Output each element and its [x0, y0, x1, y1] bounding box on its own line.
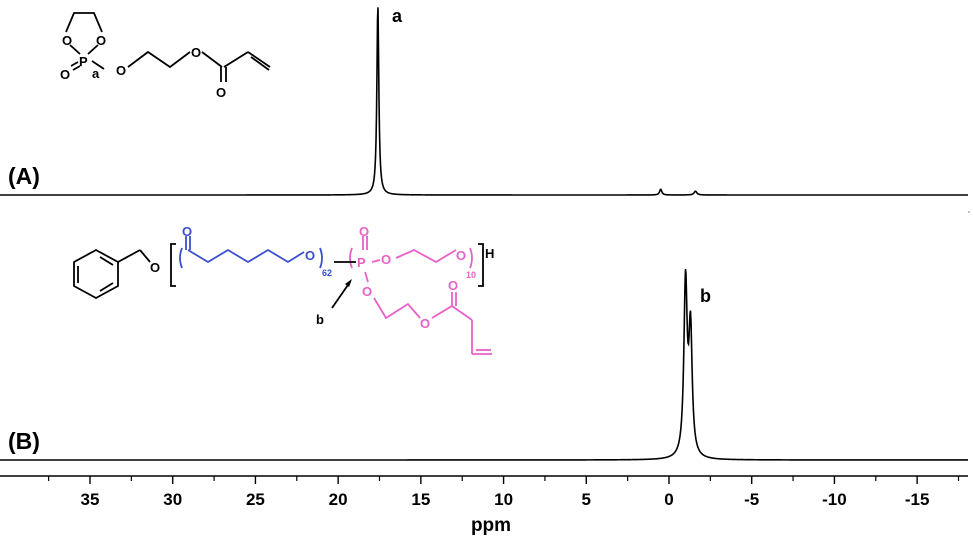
atom-o: O [116, 63, 126, 78]
peak-a-label: a [392, 6, 403, 26]
site-a-label: a [92, 66, 100, 81]
structure-b [73, 236, 492, 355]
x-tick-label: 35 [81, 490, 100, 509]
atom-o: O [60, 67, 70, 82]
x-tick-label: 30 [163, 490, 182, 509]
atom-o: O [456, 248, 466, 263]
structure-b-atoms: O O O 62 P O O O 10 H O O O b [150, 224, 494, 331]
x-tick-label: 5 [582, 490, 591, 509]
x-tick-label: 20 [329, 490, 348, 509]
atom-p: P [79, 54, 88, 69]
atom-o: O [216, 85, 226, 100]
atom-p: P [357, 255, 366, 270]
structure-a [65, 12, 271, 82]
atom-o: O [182, 224, 192, 239]
x-tick-label: 0 [664, 490, 673, 509]
atom-o: O [381, 252, 391, 267]
panel-b-label: (B) [8, 428, 40, 454]
panel-b: (B) b [0, 224, 968, 461]
atom-o: O [362, 284, 372, 299]
peg-repeat-count: 10 [466, 270, 476, 280]
site-b-label: b [316, 312, 324, 327]
x-tick-label: 25 [246, 490, 265, 509]
atom-o: O [420, 316, 430, 331]
pcl-repeat-count: 62 [322, 268, 332, 278]
peak-b-label: b [700, 286, 711, 306]
atom-h: H [485, 246, 494, 261]
x-axis: 35 30 25 20 15 10 5 0 -5 -10 -15 ppm [0, 475, 968, 536]
x-tick-label: -5 [744, 490, 759, 509]
x-tick-label: 10 [494, 490, 513, 509]
atom-o: O [448, 278, 458, 293]
atom-o: O [150, 260, 160, 275]
x-tick-label: -15 [905, 490, 930, 509]
atom-o: O [62, 33, 72, 48]
structure-a-atoms: O O P O O O O a [60, 33, 226, 100]
x-axis-ticks: 35 30 25 20 15 10 5 0 -5 -10 -15 [48, 476, 960, 509]
spectrum-b-trace [0, 268, 968, 461]
panel-a: (A) a O O P O O O O a [0, 6, 968, 196]
arrow-head-icon [345, 279, 352, 287]
x-axis-title: ppm [471, 515, 511, 536]
x-tick-label: 15 [411, 490, 430, 509]
x-tick-label: -10 [822, 490, 847, 509]
panel-a-label: (A) [8, 163, 40, 189]
atom-o: O [359, 224, 369, 239]
spectrum-a-trace [0, 7, 968, 196]
atom-o: O [305, 248, 315, 263]
atom-o: O [191, 45, 201, 60]
atom-o: O [96, 33, 106, 48]
